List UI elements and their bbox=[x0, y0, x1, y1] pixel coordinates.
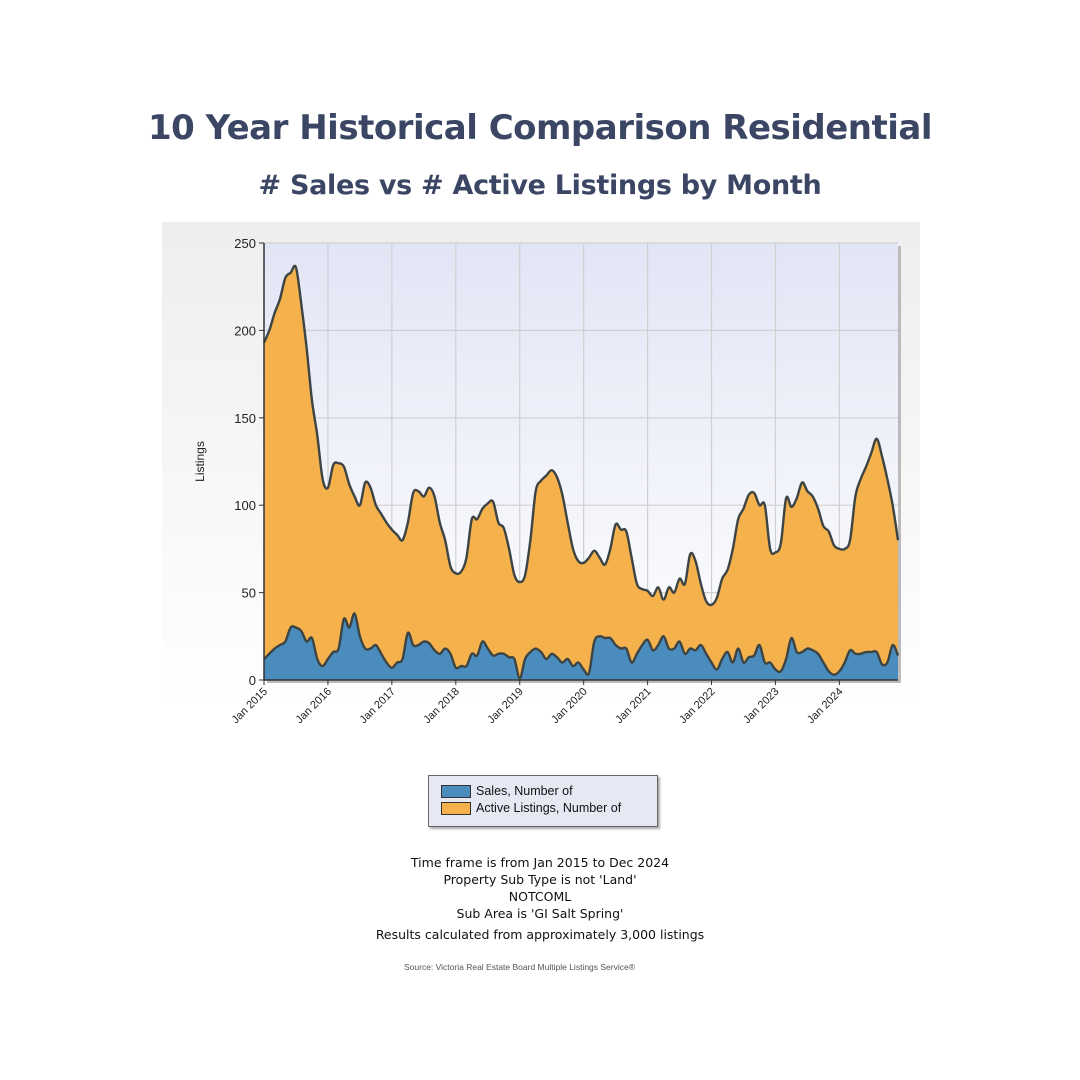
area-active-listings bbox=[264, 265, 898, 680]
chart-title: 10 Year Historical Comparison Residentia… bbox=[147, 108, 933, 148]
note-subarea: Sub Area is 'GI Salt Spring' bbox=[456, 906, 624, 921]
y-tick-label: 0 bbox=[249, 673, 256, 688]
note-timeframe: Time frame is from Jan 2015 to Dec 2024 bbox=[410, 855, 670, 870]
legend-label-active: Active Listings, Number of bbox=[476, 801, 622, 815]
legend: Sales, Number of Active Listings, Number… bbox=[428, 775, 658, 827]
note-notcoml: NOTCOML bbox=[508, 889, 572, 904]
chart-notes: Time frame is from Jan 2015 to Dec 2024 … bbox=[0, 854, 1080, 943]
x-tick-label: Jan 2015 bbox=[230, 686, 270, 726]
legend-swatch-active bbox=[441, 801, 471, 815]
legend-item-sales: Sales, Number of bbox=[441, 783, 573, 799]
y-tick-label: 200 bbox=[234, 323, 256, 338]
chart-subtitle: # Sales vs # Active Listings by Month bbox=[258, 170, 822, 201]
x-tick-label: Jan 2016 bbox=[294, 686, 334, 726]
area-chart: 0 50 100 150 200 250 Jan 2015 Jan 2016 Jan 2017 J… bbox=[193, 236, 901, 726]
source-note: Source: Victoria Real Estate Board Multi… bbox=[404, 962, 635, 972]
y-tick-label: 100 bbox=[234, 498, 256, 513]
y-tick-label: 50 bbox=[242, 586, 256, 601]
x-tick-label: Jan 2021 bbox=[613, 686, 653, 726]
legend-item-active: Active Listings, Number of bbox=[441, 800, 621, 816]
y-tick-label: 150 bbox=[234, 411, 256, 426]
x-tick-label: Jan 2018 bbox=[421, 686, 461, 726]
x-tick-label: Jan 2020 bbox=[549, 686, 589, 726]
chart-container: 0 50 100 150 200 250 Jan 2015 Jan 2016 Jan 2017 J… bbox=[162, 222, 920, 832]
line-sales bbox=[263, 612, 900, 680]
x-tick-label: Jan 2023 bbox=[741, 686, 781, 726]
x-tick-label: Jan 2019 bbox=[485, 686, 525, 726]
line-active-listings bbox=[262, 264, 900, 607]
x-tick-label: Jan 2022 bbox=[677, 686, 717, 726]
legend-swatch-sales bbox=[441, 784, 471, 798]
note-results: Results calculated from approximately 3,… bbox=[375, 927, 705, 942]
x-tick-label: Jan 2017 bbox=[357, 686, 397, 726]
y-axis-label: Listings bbox=[193, 441, 207, 482]
x-tick-label: Jan 2024 bbox=[805, 686, 845, 726]
note-subtype: Property Sub Type is not 'Land' bbox=[443, 872, 637, 887]
area-sales bbox=[264, 613, 898, 680]
y-tick-label: 250 bbox=[234, 236, 256, 251]
legend-label-sales: Sales, Number of bbox=[476, 784, 573, 798]
